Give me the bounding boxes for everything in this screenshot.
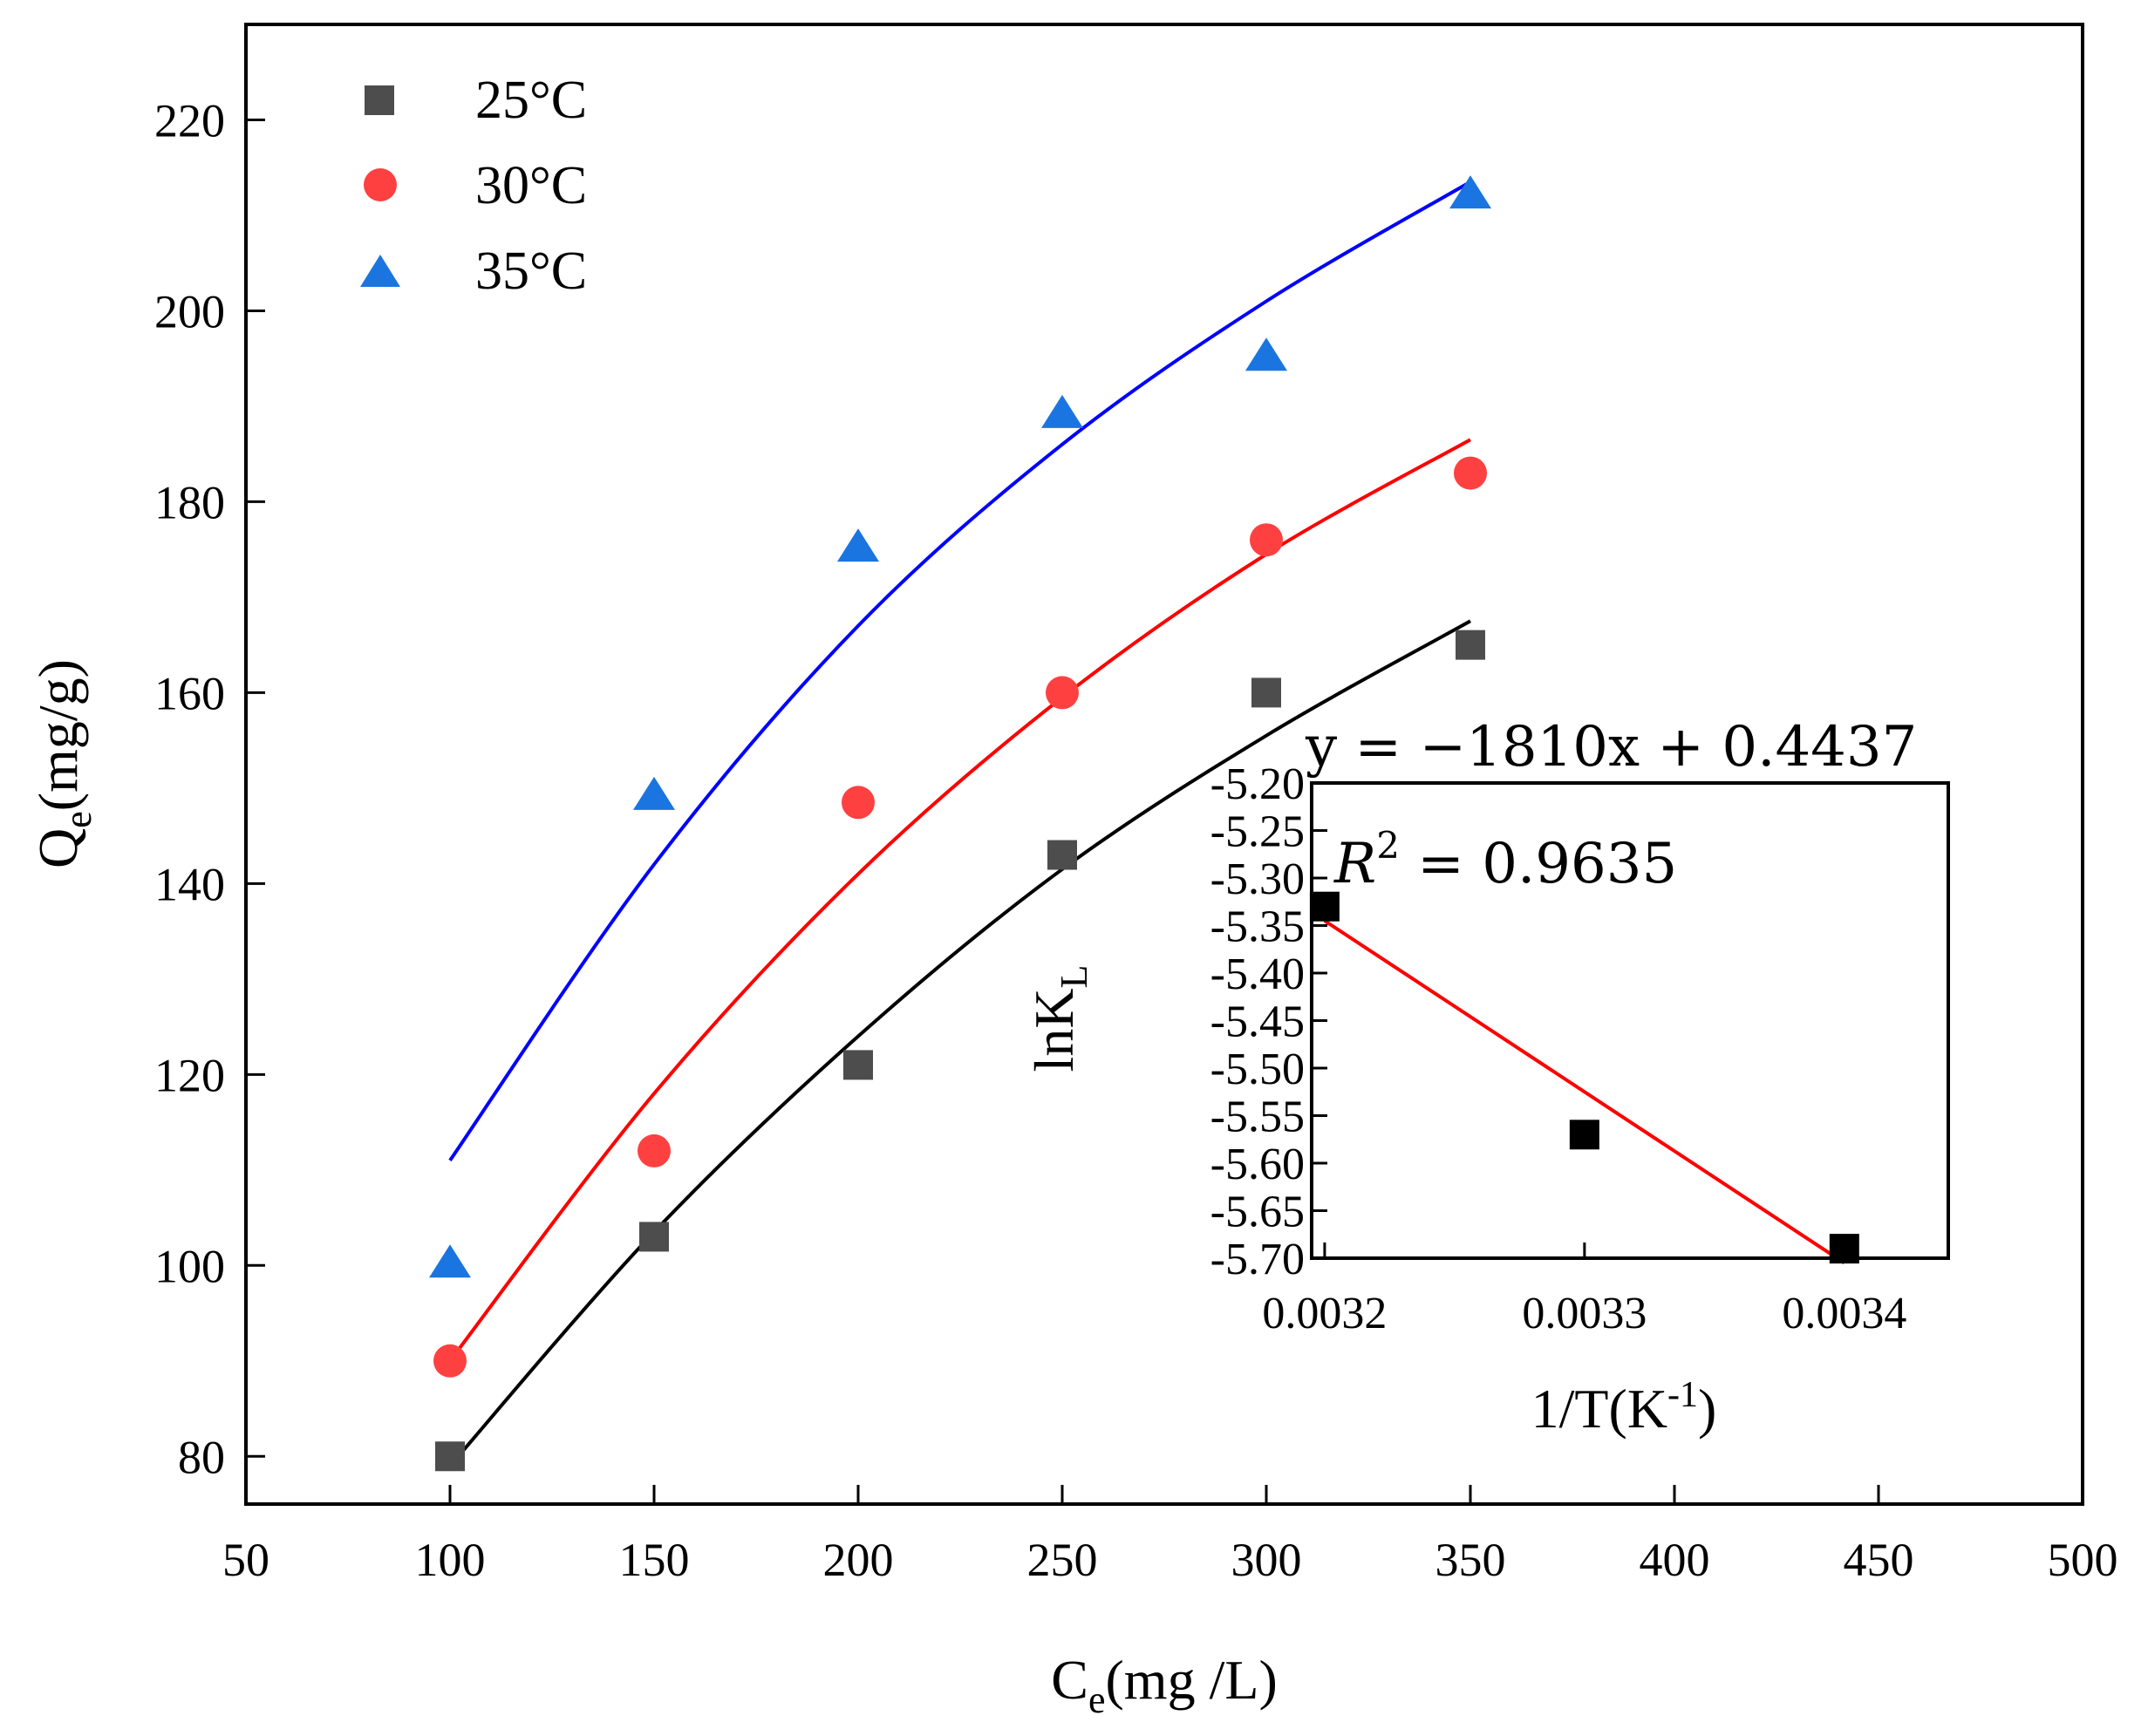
inset-y-tick-label--5.65: -5.65 [1210, 1188, 1305, 1237]
inset-fit-line [1323, 919, 1845, 1265]
inset-x-axis-ticks: 0.0032 0.0033 0.0034 [1262, 1242, 1906, 1338]
regression-equation: y = −1810x + 0.4437 [1305, 715, 1917, 779]
inset-y-tick-label--5.50: -5.50 [1210, 1045, 1305, 1094]
legend-marker-30c [364, 168, 397, 201]
y-tick-label-220: 220 [154, 94, 225, 146]
data-markers [429, 175, 1491, 1472]
x-tick-label-400: 400 [1640, 1534, 1710, 1586]
legend-label-25c: 25°C [475, 71, 587, 130]
marker-30c-350 [1454, 456, 1487, 490]
y-tick-label-200: 200 [154, 285, 225, 337]
y-tick-label-80: 80 [178, 1431, 225, 1483]
marker-25c-100 [435, 1441, 465, 1472]
x-tick-label-450: 450 [1844, 1534, 1914, 1586]
marker-35c-100 [429, 1244, 471, 1278]
marker-35c-200 [837, 528, 879, 562]
inset-y-tick-label--5.70: -5.70 [1210, 1235, 1305, 1284]
marker-35c-300 [1245, 337, 1287, 371]
legend: 25°C 30°C 35°C [360, 71, 587, 301]
y-axis-ticks: 80 100 120 140 160 180 200 220 [154, 94, 265, 1483]
marker-35c-350 [1449, 175, 1491, 209]
marker-30c-100 [433, 1344, 467, 1378]
x-tick-label-500: 500 [2048, 1534, 2118, 1586]
inset-y-tick-label--5.20: -5.20 [1210, 759, 1305, 809]
plot-frame [244, 23, 2084, 1506]
legend-marker-25c [365, 85, 394, 115]
inset-y-axis-title: lnKL [1023, 965, 1095, 1072]
legend-label-35c: 35°C [475, 242, 587, 301]
marker-30c-300 [1250, 523, 1283, 557]
x-tick-label-200: 200 [823, 1534, 894, 1586]
inset-plot: 0.0032 0.0033 0.0034 -5.20-5.25-5.30-5.35-… [1023, 715, 1950, 1440]
x-tick-label-350: 350 [1435, 1534, 1506, 1586]
y-axis-title: Qe(mg/g) [27, 659, 99, 868]
marker-35c-150 [633, 776, 675, 810]
y-tick-label-120: 120 [154, 1049, 225, 1101]
inset-x-tick-label-0.0032: 0.0032 [1262, 1289, 1387, 1338]
x-tick-label-300: 300 [1231, 1534, 1302, 1586]
x-tick-label-100: 100 [415, 1534, 486, 1586]
marker-25c-300 [1251, 677, 1281, 708]
marker-25c-250 [1047, 840, 1077, 870]
fit-curve-35c [448, 180, 1472, 1161]
inset-x-tick-label-0.0033: 0.0033 [1522, 1289, 1647, 1338]
inset-y-tick-label--5.40: -5.40 [1210, 950, 1305, 999]
y-tick-label-140: 140 [154, 858, 225, 910]
inset-y-tick-label--5.45: -5.45 [1210, 997, 1305, 1047]
legend-label-30c: 30°C [475, 156, 587, 215]
marker-25c-150 [639, 1222, 669, 1252]
main-plot: 50 100 150 200 250 300 350 400 450 500 80 100 120 14… [27, 23, 2118, 1721]
legend-marker-35c [360, 255, 400, 287]
r-squared-annotation: R2 = 0.9635 [1333, 824, 1677, 896]
inset-y-axis-ticks: -5.20-5.25-5.30-5.35-5.40-5.45-5.50-5.55… [1210, 759, 1327, 1284]
inset-y-tick-label--5.30: -5.30 [1210, 854, 1305, 904]
inset-marker-0.0033 [1569, 1120, 1599, 1150]
marker-25c-350 [1456, 630, 1485, 660]
y-tick-label-160: 160 [154, 667, 225, 719]
inset-x-axis-title: 1/T(K-1) [1531, 1375, 1717, 1440]
marker-35c-250 [1041, 394, 1083, 428]
inset-y-tick-label--5.55: -5.55 [1210, 1093, 1305, 1142]
marker-30c-250 [1046, 676, 1079, 710]
marker-25c-200 [843, 1050, 873, 1080]
x-tick-label-150: 150 [619, 1534, 690, 1586]
marker-30c-150 [638, 1134, 671, 1168]
inset-y-tick-label--5.25: -5.25 [1210, 807, 1305, 857]
x-axis-ticks: 50 100 150 200 250 300 350 400 450 500 [222, 1485, 2118, 1586]
x-tick-label-50: 50 [222, 1534, 269, 1586]
x-axis-title: Ce(mg /L) [1051, 1649, 1278, 1721]
inset-x-tick-label-0.0034: 0.0034 [1782, 1289, 1906, 1338]
y-tick-label-180: 180 [154, 476, 225, 528]
inset-y-tick-label--5.60: -5.60 [1210, 1140, 1305, 1189]
fit-curve-25c [448, 619, 1471, 1467]
x-tick-label-250: 250 [1027, 1534, 1098, 1586]
inset-marker-0.0032 [1309, 891, 1340, 922]
y-tick-label-100: 100 [154, 1240, 225, 1292]
marker-30c-200 [842, 786, 875, 820]
inset-regression-line [1323, 919, 1845, 1265]
inset-y-tick-label--5.35: -5.35 [1210, 902, 1305, 952]
inset-data-markers [1309, 891, 1859, 1264]
inset-background [1312, 783, 1948, 1258]
